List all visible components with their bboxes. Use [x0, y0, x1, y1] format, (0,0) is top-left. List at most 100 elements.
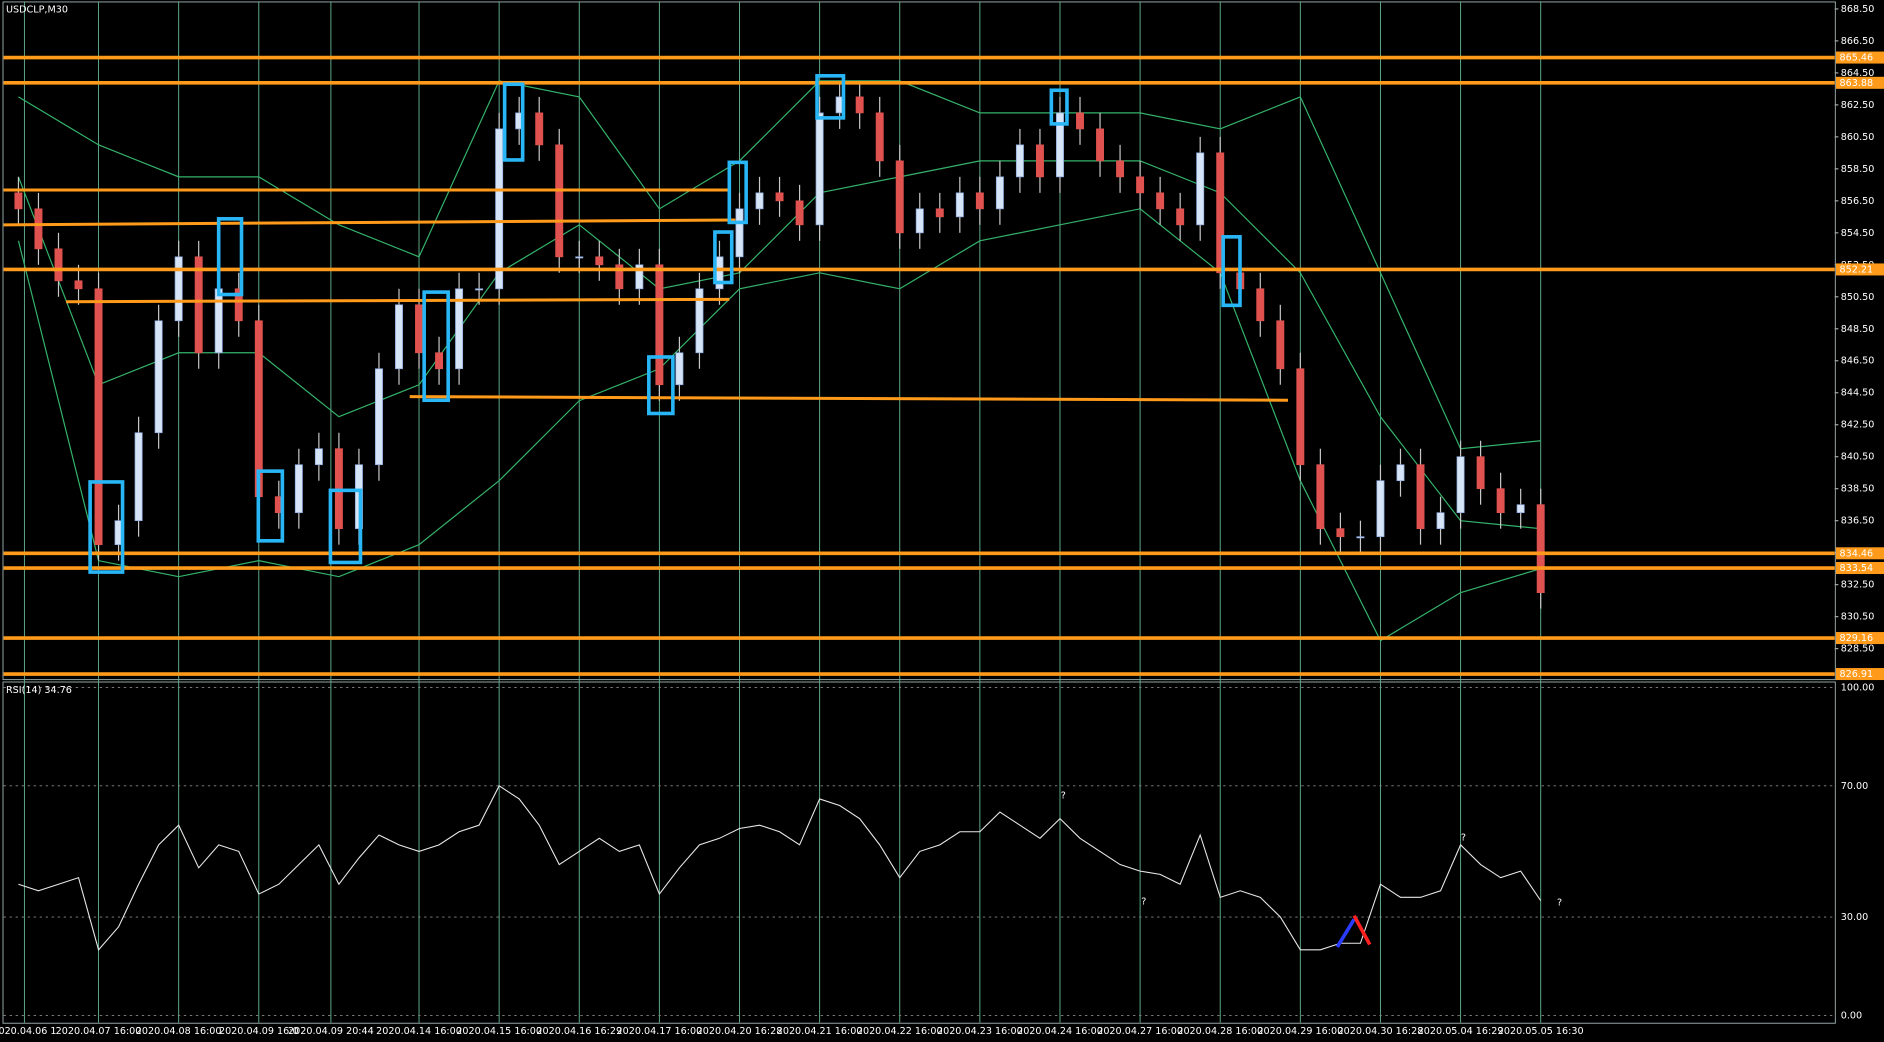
y-tick-label: 864.50: [1841, 68, 1875, 79]
candle-body: [1316, 464, 1325, 530]
candle-body: [1256, 288, 1265, 322]
zone-box: [422, 290, 450, 403]
annotation: ?: [1141, 896, 1146, 907]
candle-body: [1076, 112, 1084, 130]
candle-body: [395, 304, 403, 370]
candle-body: [174, 256, 183, 322]
x-tick-label: 2020.04.17 16:00: [616, 1026, 702, 1037]
level-label: 826.91: [1840, 669, 1874, 680]
candle-body: [1536, 504, 1545, 594]
candle-body: [915, 208, 924, 234]
candle-body: [495, 128, 504, 290]
candle-body: [535, 112, 544, 146]
candle-body: [755, 192, 764, 210]
x-tick-label: 2020.04.23 16:00: [937, 1026, 1023, 1037]
candle-body: [1376, 480, 1385, 538]
y-tick-label: 862.50: [1841, 100, 1875, 111]
level-label: 834.46: [1840, 548, 1874, 559]
zone-box: [328, 488, 363, 565]
zone-box: [815, 74, 846, 120]
candle-body: [735, 208, 744, 258]
level-tag: [1835, 51, 1884, 64]
x-tick-label: 2020.04.30 16:28: [1338, 1026, 1424, 1037]
candle-body: [1416, 464, 1425, 530]
trend-line: [3, 218, 736, 227]
y-tick-label: 30.00: [1841, 912, 1869, 923]
level-label: 833.54: [1840, 563, 1874, 574]
y-tick-label: 868.50: [1841, 4, 1875, 15]
candle-body: [875, 112, 884, 162]
candle-body: [1116, 160, 1125, 178]
candle-body: [975, 192, 984, 210]
level-tag: [1835, 76, 1884, 89]
x-tick-label: 2020.04.14 16:00: [376, 1026, 462, 1037]
candle-body: [955, 192, 964, 218]
zone-box: [727, 160, 748, 225]
y-tick-label: 836.50: [1841, 516, 1875, 527]
x-tick-label: 2020.04.24 16:00: [1017, 1026, 1103, 1037]
candle-body: [1156, 192, 1165, 210]
level-label: 865.46: [1840, 53, 1874, 64]
candle-body: [34, 208, 43, 250]
candle-body: [54, 248, 63, 282]
grid-layer: [3, 1, 1835, 1023]
annotation: ?: [1461, 833, 1466, 844]
candle-body: [1176, 208, 1185, 226]
arrow-up: [1335, 918, 1356, 948]
candle-body: [1516, 504, 1525, 514]
level-label: 829.16: [1840, 633, 1874, 644]
x-tick-label: 2020.04.27 16:00: [1097, 1026, 1183, 1037]
candle-body: [455, 288, 464, 370]
bollinger-upper: [18, 80, 1541, 450]
candle-body: [234, 288, 243, 322]
y-tick-label: 0.00: [1841, 1010, 1862, 1021]
candle-body: [815, 112, 824, 226]
candle-body: [695, 288, 704, 354]
y-tick-label: 840.50: [1841, 452, 1875, 463]
x-tick-label: 2020.05.05 16:30: [1498, 1026, 1584, 1037]
price-frame: [2, 1, 1836, 681]
level-label: 863.88: [1840, 78, 1874, 89]
candle-body: [1015, 144, 1024, 178]
y-tick-label: 858.50: [1841, 164, 1875, 175]
candle-body: [94, 288, 103, 546]
candle-body: [1296, 368, 1305, 466]
candle-body: [675, 352, 684, 386]
candle-body: [1496, 488, 1505, 514]
y-tick-label: 832.50: [1841, 580, 1875, 591]
candle-body: [1476, 456, 1485, 490]
candle-body: [1056, 112, 1064, 178]
y-tick-label: 842.50: [1841, 420, 1875, 431]
candle-body: [314, 448, 323, 466]
candle-body: [134, 432, 143, 522]
x-tick-label: 2020.04.09 16:0: [219, 1026, 299, 1037]
candle-body: [855, 96, 864, 114]
candle-body: [1216, 152, 1225, 274]
level-tag: [1835, 562, 1884, 575]
annotation: ?: [1061, 791, 1066, 802]
trend-line: [66, 297, 730, 304]
level-tag: [1835, 632, 1884, 645]
candle-body: [1436, 512, 1445, 530]
y-tick-label: 70.00: [1841, 781, 1869, 792]
zone-box: [647, 355, 675, 416]
candle-body: [14, 192, 23, 210]
candle-body: [995, 176, 1004, 210]
candle-body: [1136, 176, 1145, 194]
zone-box: [1221, 235, 1242, 308]
x-tick-label: 2020.04.15 16:00: [456, 1026, 542, 1037]
candle-body: [1456, 456, 1465, 514]
zone-box: [502, 82, 525, 162]
candle-body: [294, 464, 303, 514]
candle-body: [1356, 536, 1365, 539]
candle-body: [154, 320, 163, 434]
candle-body: [895, 160, 904, 234]
candle-body: [935, 208, 944, 218]
zone-box: [216, 217, 244, 297]
rsi-title: RSI(14) 34.76: [6, 685, 72, 696]
candle-body: [1276, 320, 1285, 370]
candle-body: [595, 256, 604, 266]
candle-body: [74, 280, 83, 290]
